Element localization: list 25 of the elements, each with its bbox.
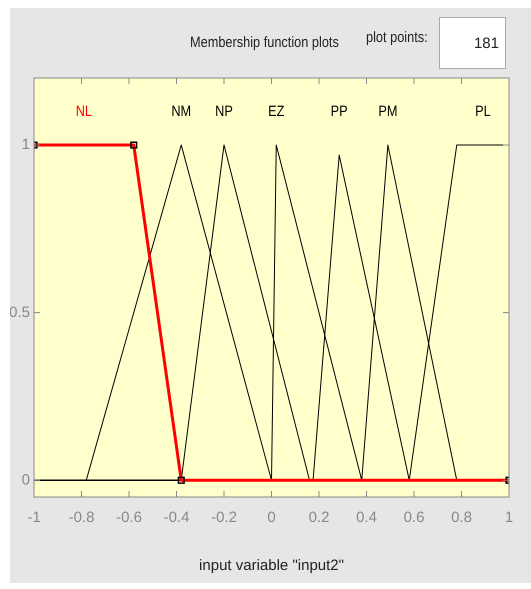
series-label: PM (378, 102, 398, 120)
x-axis-title: input variable "input2" (199, 557, 344, 574)
x-tick-label: 1 (504, 509, 514, 526)
x-tick-label: 0 (267, 509, 276, 526)
y-tick-label: 0 (22, 471, 30, 488)
series-label: EZ (268, 102, 285, 120)
chart-title: Membership function plots (190, 34, 339, 51)
x-tick-label: -0.2 (211, 509, 237, 526)
text-input-field: 181 (439, 17, 506, 69)
x-tick-label: -0.8 (68, 509, 94, 526)
x-tick-label: -1 (27, 509, 41, 526)
series-label: PL (475, 102, 491, 120)
x-tick-label: -0.6 (116, 509, 142, 526)
series-label: NL (76, 102, 92, 120)
y-tick-label: 0.5 (9, 304, 30, 321)
text: plot points: (366, 29, 428, 46)
x-tick-label: 0.2 (308, 509, 330, 526)
y-tick-label: 1 (22, 136, 30, 154)
series-label: NM (171, 102, 192, 120)
x-tick-label: 0.8 (451, 509, 472, 526)
x-tick-label: 0.6 (404, 509, 424, 526)
x-tick-label: 0.4 (356, 509, 377, 526)
x-tick-label: -0.4 (164, 509, 190, 526)
text: PP (330, 102, 348, 120)
series-label: NP (215, 102, 233, 120)
